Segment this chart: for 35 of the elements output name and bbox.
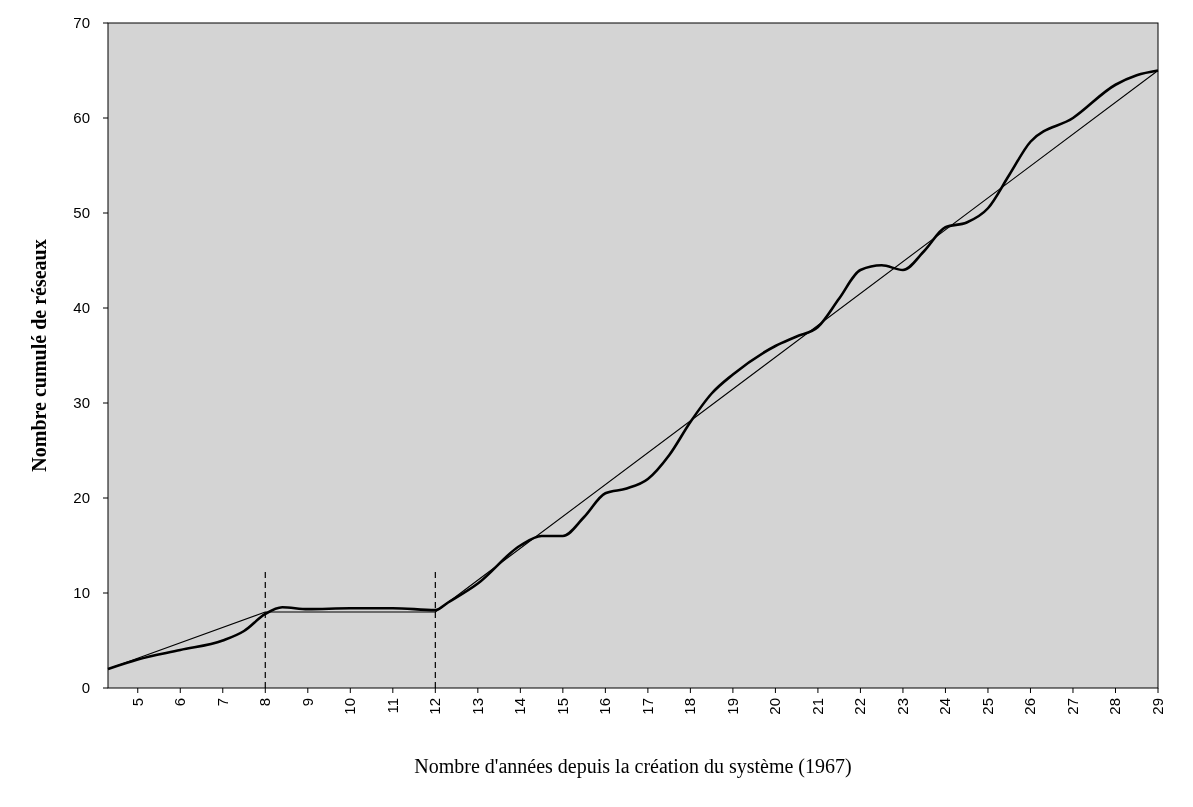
y-tick-label: 40 — [73, 299, 90, 316]
x-tick-label: 19 — [723, 698, 741, 715]
x-tick-label: 6 — [171, 698, 189, 707]
x-tick-label: 17 — [638, 698, 656, 715]
x-tick-label: 27 — [1063, 698, 1081, 715]
x-axis-title: Nombre d'années depuis la création du système (1967) — [414, 755, 852, 778]
y-tick-label: 0 — [81, 679, 90, 696]
y-tick-label: 30 — [73, 394, 90, 411]
x-tick-label: 11 — [383, 698, 401, 714]
y-tick-label: 70 — [73, 14, 90, 31]
x-tick-label: 26 — [1021, 698, 1039, 715]
x-tick-label: 14 — [511, 698, 529, 715]
x-tick-label: 12 — [426, 698, 444, 715]
x-tick-label: 15 — [553, 698, 571, 715]
x-tick-label: 20 — [766, 698, 784, 715]
x-tick-label: 25 — [978, 698, 996, 715]
x-tick-label: 7 — [213, 698, 231, 707]
x-tick-label: 28 — [1106, 698, 1124, 715]
y-tick-label: 60 — [73, 109, 90, 126]
x-tick-label: 5 — [128, 698, 146, 707]
y-tick-label: 50 — [73, 204, 90, 221]
x-tick-label: 21 — [808, 698, 826, 715]
x-tick-label: 29 — [1149, 698, 1166, 715]
x-tick-label: 10 — [341, 698, 359, 715]
x-tick-label: 16 — [596, 698, 614, 715]
x-tick-label: 22 — [851, 698, 869, 715]
y-axis-title: Nombre cumulé de réseaux — [28, 239, 50, 472]
x-tick-label: 24 — [936, 698, 954, 715]
y-tick-label: 20 — [73, 489, 90, 506]
x-tick-label: 13 — [468, 698, 486, 715]
x-tick-label: 8 — [256, 698, 274, 707]
y-tick-label: 10 — [73, 584, 90, 601]
x-tick-label: 18 — [681, 698, 699, 715]
x-tick-label: 9 — [298, 698, 316, 707]
x-tick-label: 23 — [893, 698, 911, 715]
